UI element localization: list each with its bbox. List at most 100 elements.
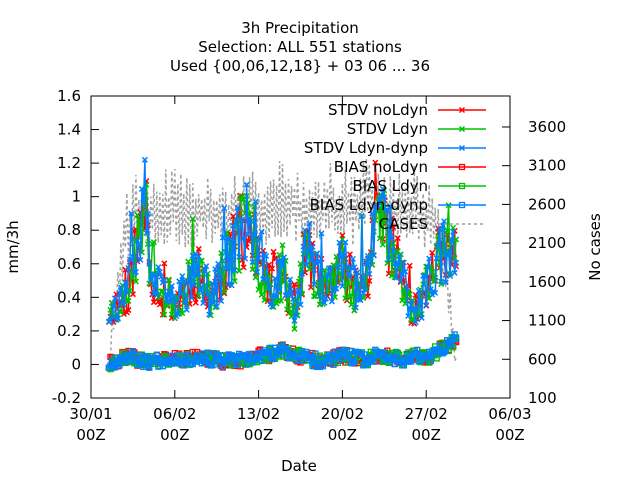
data-point (183, 306, 190, 313)
data-point (120, 301, 127, 308)
plot-frame (90, 95, 511, 399)
data-point (185, 258, 192, 265)
data-point (411, 306, 418, 314)
y2-axis-label: No cases (586, 213, 604, 281)
data-point (122, 279, 129, 286)
data-point (269, 265, 276, 272)
data-point (424, 263, 431, 270)
data-point (286, 276, 294, 283)
chart-title-line-1: 3h Precipitation (241, 19, 359, 37)
data-point (165, 276, 172, 283)
data-point (110, 303, 117, 310)
data-point (322, 295, 329, 302)
data-point (239, 216, 246, 223)
data-point (424, 352, 431, 359)
data-point (388, 234, 395, 241)
data-point (128, 210, 135, 217)
data-point (435, 242, 442, 249)
data-point (324, 272, 331, 279)
data-point (339, 283, 346, 290)
legend-label: STDV Ldyn-dynp (304, 139, 428, 157)
data-point (132, 278, 139, 285)
axes-layer: -0.2 0 0.2 0.4 0.6 0.8 1 1.2 1.4 1.6 100 600 1100 160… (52, 87, 566, 444)
data-point (309, 243, 316, 250)
data-point (200, 299, 207, 307)
data-point (168, 283, 175, 290)
data-point (249, 259, 256, 266)
data-point (189, 360, 196, 368)
data-point (150, 299, 157, 306)
data-point (313, 290, 320, 297)
data-point (336, 239, 343, 246)
data-point (276, 286, 283, 293)
data-point (129, 348, 137, 355)
x-tick-label-hour: 00Z (160, 426, 189, 444)
data-point (224, 358, 231, 366)
data-point (348, 301, 355, 308)
data-point (321, 299, 328, 306)
data-point (116, 289, 123, 296)
data-point (195, 245, 202, 252)
data-point (227, 236, 234, 243)
data-point (212, 265, 219, 273)
data-point (126, 287, 133, 294)
data-point (429, 249, 436, 256)
data-point (295, 278, 303, 285)
data-point (396, 252, 403, 259)
data-point (352, 304, 359, 311)
data-point (161, 277, 168, 284)
data-point (427, 357, 434, 365)
data-point (216, 274, 223, 281)
data-point (237, 224, 244, 231)
data-point (156, 301, 163, 308)
data-point (141, 156, 148, 163)
data-point (458, 163, 466, 171)
data-point (458, 201, 466, 209)
legend-label: STDV noLdyn (328, 101, 428, 119)
data-point (346, 273, 353, 280)
data-point (340, 252, 347, 259)
data-point (153, 291, 160, 298)
series-stdv-ldyn-dynp (105, 156, 460, 326)
data-point (266, 284, 273, 291)
data-point (240, 235, 247, 242)
data-point (301, 227, 309, 234)
data-point (405, 313, 412, 320)
data-point (138, 185, 145, 193)
series-cases (108, 158, 457, 363)
data-point (414, 305, 421, 312)
data-point (354, 269, 361, 276)
data-point (209, 280, 216, 287)
y2-tick-label: 1100 (528, 312, 566, 330)
data-point (249, 266, 256, 273)
data-point (135, 351, 143, 359)
data-point (117, 284, 124, 291)
data-point (279, 242, 286, 249)
data-point (313, 250, 320, 257)
data-point (116, 362, 123, 369)
legend-label: BIAS Ldyn (352, 177, 428, 195)
data-point (295, 287, 303, 294)
data-point (438, 278, 445, 285)
data-point (451, 269, 458, 276)
data-point (444, 227, 451, 234)
data-point (351, 359, 358, 366)
data-point (203, 263, 210, 270)
data-point (412, 319, 419, 326)
data-point (243, 181, 250, 188)
data-point (257, 235, 264, 242)
data-point (400, 362, 407, 369)
data-point (306, 266, 313, 273)
legend-swatch-marker (458, 125, 466, 133)
data-point (441, 218, 448, 225)
data-point (307, 257, 315, 264)
legend-label: STDV Ldyn (347, 120, 428, 138)
data-point (123, 289, 130, 296)
data-point (282, 345, 289, 352)
data-point (231, 267, 238, 274)
data-point (161, 260, 168, 267)
data-point (188, 294, 195, 301)
data-point (432, 289, 439, 296)
data-point (177, 290, 184, 297)
legend-swatch-marker (458, 106, 466, 114)
